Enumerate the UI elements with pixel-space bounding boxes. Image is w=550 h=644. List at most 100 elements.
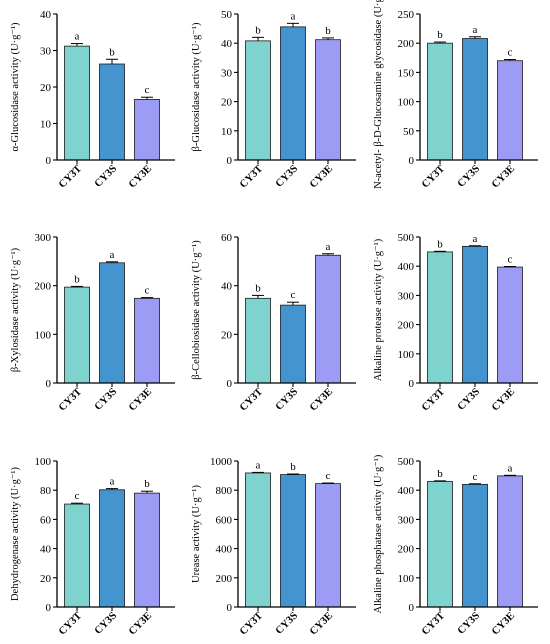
error-bar-cy3t [71,43,83,47]
y-tick-label: 200 [216,573,233,585]
significance-letter: c [326,470,331,482]
chart-panel-beta-glucosidase: b a b 0 10 20 30 40 50 CY3T CY3S CY3E β-Glucosidase … [191,9,356,191]
y-tick-label: 0 [409,602,415,614]
bar-cy3s [462,38,488,161]
error-bar-cy3t [434,480,446,482]
y-tick-label: 0 [46,378,52,390]
error-bar-cy3t [434,250,446,252]
y-tick-label: 40 [221,281,233,293]
y-axis-title: Alkaline protease activity (U·g⁻¹) [373,238,384,381]
y-tick-label: 400 [216,544,233,556]
y-axis-title: Dehydrogenase activity (U·g⁻¹) [10,466,21,601]
error-bar-cy3e [504,265,516,268]
bar-cy3s [99,489,125,608]
y-tick-label: 50 [221,9,233,21]
error-bar-cy3s [469,245,481,247]
significance-letter: a [256,459,261,471]
y-tick-label: 400 [398,485,415,497]
significance-letter: b [437,468,443,480]
x-tick-label: CY3E [490,386,517,413]
bar-cy3s [462,245,488,384]
y-tick-label: 20 [40,573,52,585]
significance-letter: a [326,241,331,253]
y-tick-label: 20 [40,82,52,94]
y-tick-label: 40 [40,544,52,556]
error-bar-cy3t [71,502,83,505]
bar-cy3s [280,304,306,384]
y-tick-label: 0 [227,602,233,614]
significance-letter: a [75,31,80,43]
significance-letter: a [110,476,115,488]
bar-cy3e [134,99,160,161]
x-tick-label: CY3T [420,163,447,190]
y-tick-label: 0 [46,602,52,614]
significance-letter: b [255,282,261,294]
chart-panel-beta-cellobiosidase: b c a 0 20 40 60 CY3T CY3S CY3E β-Cellobiosidase a… [191,232,356,414]
y-tick-label: 10 [221,126,233,138]
significance-letter: c [145,285,150,297]
x-tick-label: CY3E [127,163,154,190]
x-tick-label: CY3S [274,386,300,412]
chart-panel-dehydrogenase: c a b 0 20 40 60 80 100 CY3T CY3S CY3E Dehydrogenase… [10,456,175,638]
significance-letter: b [74,273,80,285]
significance-letter: b [325,25,331,37]
significance-letter: a [110,249,115,261]
significance-letter: b [290,461,296,473]
y-tick-label: 0 [409,155,415,167]
bar-cy3t [64,503,90,608]
y-tick-label: 600 [216,514,233,526]
y-tick-label: 300 [35,232,52,244]
y-axis-title: β-Cellobiosidase activity (U·g⁻¹) [191,240,202,380]
x-tick-label: CY3S [93,163,119,189]
bar-cy3t [245,297,271,384]
chart-panel-alkaline-phosphatase: b c a 0 100 200 300 400 500 CY3T CY3S CY3E Alkaline … [373,454,538,638]
y-axis-title: Alkaline phosphatase activity (U·g⁻¹) [373,454,384,613]
significance-letter: c [291,289,296,301]
y-tick-label: 20 [221,97,233,109]
x-tick-label: CY3T [57,610,84,637]
y-tick-label: 100 [35,329,52,341]
x-tick-label: CY3T [420,610,447,637]
bar-cy3e [315,254,341,384]
bar-cy3e [134,297,160,384]
bar-cy3t [64,45,90,161]
significance-letter: c [473,471,478,483]
y-tick-label: 0 [227,378,233,390]
y-tick-label: 500 [398,456,415,468]
significance-letter: c [508,47,513,59]
bar-cy3t [427,251,453,384]
bar-cy3t [427,481,453,608]
error-bar-cy3s [287,473,299,475]
chart-panel-nag: b a c 0 50 100 150 200 250 CY3T CY3S CY3E N-acetyl- … [373,0,538,191]
y-axis-title: β-Glucosidase activity (U·g⁻¹) [191,22,202,151]
y-tick-label: 10 [40,119,52,131]
y-tick-label: 250 [398,9,415,21]
x-tick-label: CY3E [490,163,517,190]
y-tick-label: 400 [398,261,415,273]
error-bar-cy3s [469,36,481,39]
y-axis-title: α-Glucosidase activity (U·g⁻¹) [10,22,21,152]
y-axis-title: Urease activity (U·g⁻¹) [191,485,202,583]
y-tick-label: 60 [40,514,52,526]
significance-letter: a [508,462,513,474]
y-tick-label: 150 [398,67,415,79]
bar-cy3e [497,60,523,161]
y-tick-label: 0 [46,155,52,167]
error-bar-cy3s [287,301,299,306]
significance-letter: a [473,24,478,36]
bar-cy3t [427,42,453,161]
significance-letter: b [437,238,443,250]
x-tick-label: CY3T [420,386,447,413]
y-tick-label: 0 [227,155,233,167]
error-bar-cy3e [322,482,334,484]
significance-letter: b [144,478,150,490]
x-tick-label: CY3E [127,386,154,413]
y-tick-label: 30 [40,46,52,58]
significance-letter: a [291,10,296,22]
error-bar-cy3e [141,297,153,299]
y-tick-label: 40 [221,38,233,50]
y-tick-label: 60 [221,232,233,244]
y-tick-label: 1000 [210,456,233,468]
chart-panel-beta-xylosidase: b a c 0 100 200 300 CY3T CY3S CY3E β-Xylosidase ac… [10,232,175,414]
